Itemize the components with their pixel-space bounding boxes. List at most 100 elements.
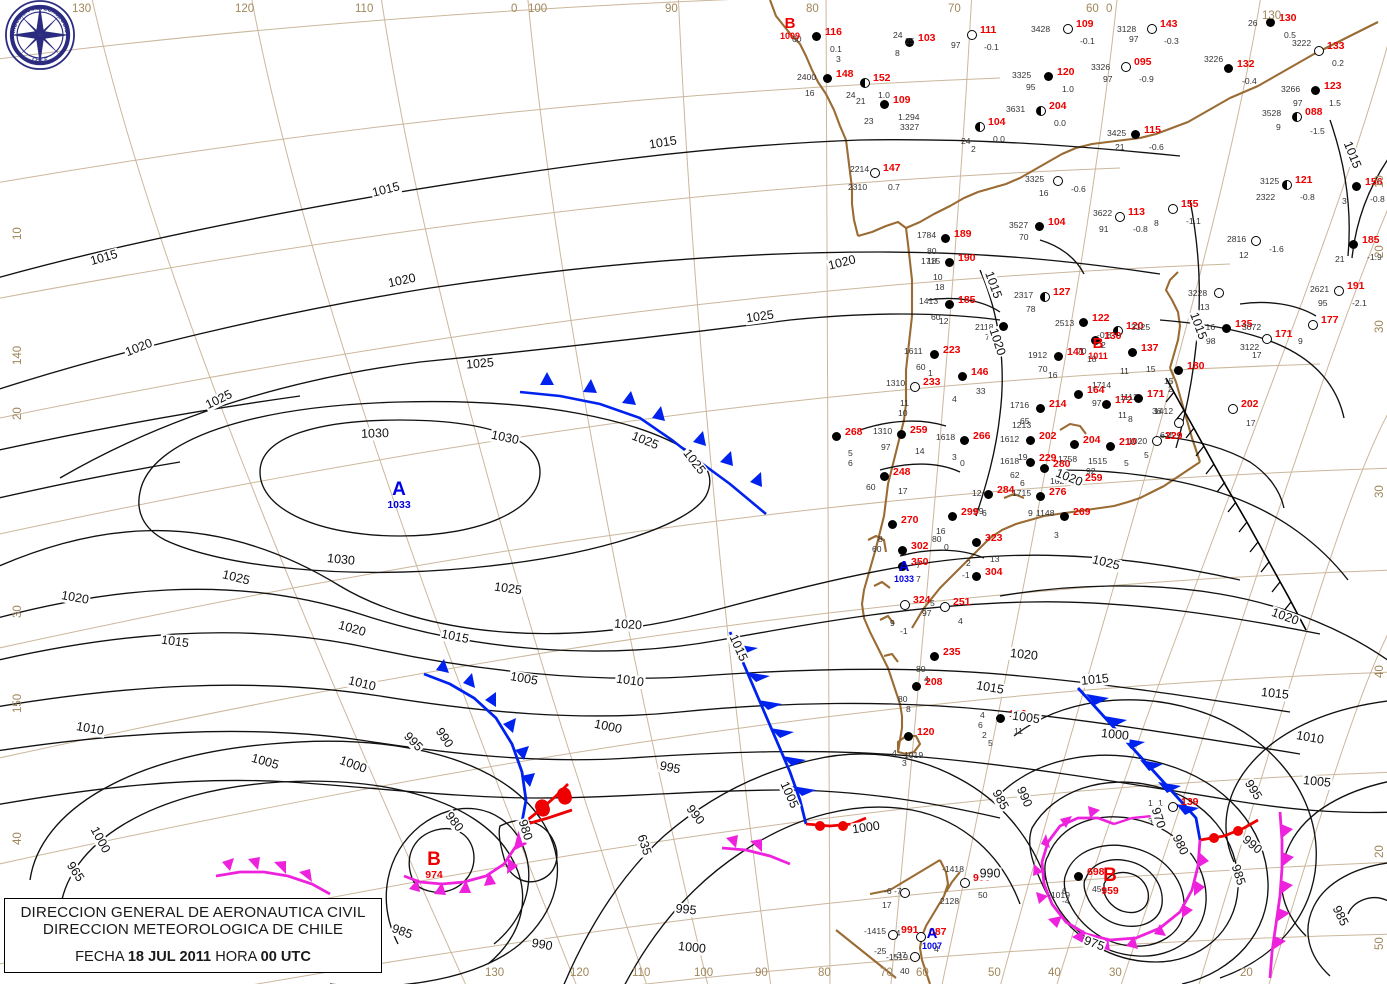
station-aux-value: 3125 xyxy=(1260,176,1280,186)
station-cloud-cover-symbol xyxy=(888,930,898,940)
station-pressure-value: 135 xyxy=(1235,318,1253,330)
station-cloud-cover-symbol xyxy=(972,538,981,547)
station-aux-value: 15 xyxy=(1146,364,1156,374)
dmc-seal-logo: DIRECCION METEOROLOGICA CHILE xyxy=(2,0,75,70)
coastline xyxy=(769,0,1379,984)
station-cloud-cover-symbol xyxy=(1036,492,1045,501)
station-pressure-value: 143 xyxy=(1160,18,1178,30)
station-aux-value: 0.0 xyxy=(1054,118,1066,128)
time-value: 00 UTC xyxy=(260,949,311,965)
station-aux-value: 3266 xyxy=(1281,84,1301,94)
station-pressure-value: 248 xyxy=(893,466,911,478)
station-pressure-value: 299 xyxy=(961,506,979,518)
graticule-label-right: 40 xyxy=(1374,665,1386,678)
station-aux-value: 9 xyxy=(1276,122,1281,132)
station-aux-value: 70 xyxy=(1038,364,1048,374)
station-aux-value: 5 xyxy=(1144,450,1149,460)
station-cloud-cover-symbol xyxy=(916,932,926,942)
station-pressure-value: 323 xyxy=(985,532,1003,544)
station-pressure-value: 121 xyxy=(1295,174,1313,186)
graticule-label-top: 130 xyxy=(72,3,92,15)
station-aux-value: 0.2 xyxy=(1332,58,1344,68)
pressure-center-low-southwest-pacific: B 974 xyxy=(410,850,458,881)
station-pressure-value: 141 xyxy=(1067,346,1085,358)
station-aux-value: 3222 xyxy=(1292,38,1312,48)
station-aux-value: 1 xyxy=(928,368,933,378)
pressure-center-glyph: B xyxy=(427,849,441,870)
station-cloud-cover-symbol xyxy=(900,888,910,898)
station-pressure-value: 229 xyxy=(1165,430,1183,442)
station-aux-value: 0.5 xyxy=(1284,30,1296,40)
occluded-front-low-959 xyxy=(1033,806,1209,951)
graticule-label-bottom: 30 xyxy=(1109,967,1122,979)
station-cloud-cover-symbol xyxy=(958,372,967,381)
station-aux-value: 2 xyxy=(982,730,987,740)
station-pressure-value: 156 xyxy=(1365,176,1383,188)
station-aux-value: 78 xyxy=(1026,304,1036,314)
station-aux-value: 8 xyxy=(878,534,883,544)
station-aux-value: 2621 xyxy=(1310,284,1330,294)
station-pressure-value: 113 xyxy=(1128,206,1145,218)
station-cloud-cover-symbol xyxy=(1106,442,1115,451)
station-cloud-cover-symbol xyxy=(1251,236,1261,246)
station-aux-value: -0.1 xyxy=(984,42,999,52)
station-aux-value: 8 xyxy=(906,704,911,714)
station-aux-value: 1618 xyxy=(1000,456,1020,466)
station-pressure-value: 185 xyxy=(1362,234,1380,246)
pressure-center-low-northern-argentina: B 1011 xyxy=(1074,336,1122,361)
station-aux-value: -0.6 xyxy=(1149,142,1164,152)
station-pressure-value: 122 xyxy=(1092,312,1110,324)
station-aux-value: 92 xyxy=(1086,466,1096,476)
station-cloud-cover-symbol xyxy=(1070,440,1079,449)
station-aux-value: 40 xyxy=(900,966,910,976)
station-aux-value: 0.0 xyxy=(993,134,1005,144)
graticule-label-bottom: 60 xyxy=(916,967,929,979)
graticule-label-bottom: 80 xyxy=(818,967,831,979)
station-pressure-value: 120 xyxy=(917,726,935,738)
station-aux-value: 2400 xyxy=(797,72,817,82)
station-aux-value: 2118 xyxy=(975,322,994,332)
title-credit-box: DIRECCION GENERAL DE AERONAUTICA CIVIL D… xyxy=(4,898,382,973)
station-pressure-value: 148 xyxy=(836,68,854,80)
station-aux-value: 2317 xyxy=(1014,290,1034,300)
graticule-label-left: 150 xyxy=(12,693,24,713)
station-cloud-cover-symbol xyxy=(880,100,889,109)
pressure-center-value: 1009 xyxy=(779,31,801,41)
station-cloud-cover-symbol xyxy=(999,322,1008,331)
graticule-label-right: 30 xyxy=(1374,320,1386,333)
station-aux-value: 16 xyxy=(1039,188,1049,198)
station-cloud-cover-symbol xyxy=(1036,106,1046,116)
station-aux-value: 80 xyxy=(916,664,926,674)
station-cloud-cover-symbol xyxy=(1292,112,1302,122)
cold-front-drake xyxy=(1076,687,1202,841)
station-cloud-cover-symbol xyxy=(972,572,981,581)
station-cloud-cover-symbol xyxy=(996,714,1005,723)
station-aux-value: 26 xyxy=(1248,18,1258,28)
station-aux-value: 3325 xyxy=(1012,70,1032,80)
station-cloud-cover-symbol xyxy=(975,122,985,132)
station-aux-value: 3228 xyxy=(1188,288,1208,298)
station-pressure-value: 185 xyxy=(958,294,976,306)
station-aux-value: -1519 xyxy=(886,952,908,962)
graticule-label-right: 30 xyxy=(1374,485,1386,498)
station-aux-value: 21 xyxy=(856,96,866,106)
station-cloud-cover-symbol xyxy=(1228,404,1238,414)
station-aux-value: 2214 xyxy=(850,164,870,174)
station-aux-value: 62 xyxy=(1010,470,1020,480)
station-aux-value: 2 xyxy=(966,558,971,568)
station-cloud-cover-symbol xyxy=(910,382,920,392)
station-pressure-value: 155 xyxy=(1181,198,1199,210)
station-cloud-cover-symbol xyxy=(945,258,954,267)
station-aux-value: 1019 xyxy=(904,750,924,760)
station-cloud-cover-symbol xyxy=(1168,802,1178,812)
pressure-center-glyph: B xyxy=(1103,865,1117,886)
station-pressure-value: 116 xyxy=(825,26,842,38)
station-aux-value: 60 xyxy=(916,362,926,372)
graticule-label-right: 20 xyxy=(1374,845,1386,858)
station-aux-value: 0.1 xyxy=(830,44,842,54)
station-aux-value: 3425 xyxy=(1107,128,1127,138)
station-aux-value: 3 xyxy=(1054,530,1059,540)
station-cloud-cover-symbol xyxy=(897,430,906,439)
station-pressure-value: 304 xyxy=(985,566,1003,578)
